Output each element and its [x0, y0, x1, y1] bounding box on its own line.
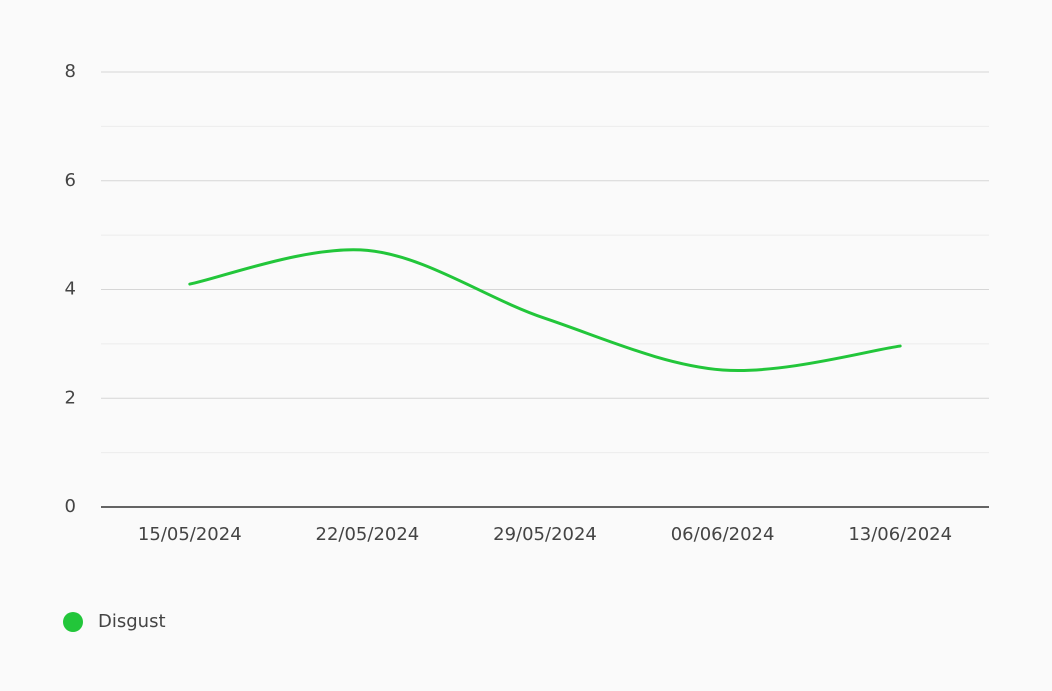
line — [188, 248, 902, 373]
x-tick-label: 06/06/2024 — [671, 524, 775, 545]
y-tick-label: 8 — [65, 61, 76, 82]
x-tick-label: 13/06/2024 — [848, 524, 952, 545]
legend-label: Disgust — [98, 611, 166, 632]
y-tick-label: 0 — [65, 496, 76, 517]
y-tick-label: 2 — [65, 387, 76, 408]
legend-marker — [63, 612, 83, 632]
x-tick-label: 29/05/2024 — [493, 524, 597, 545]
x-tick-label: 15/05/2024 — [138, 524, 242, 545]
x-tick-label: 22/05/2024 — [316, 524, 420, 545]
y-tick-label: 6 — [65, 170, 76, 191]
y-tick-label: 4 — [65, 279, 76, 300]
